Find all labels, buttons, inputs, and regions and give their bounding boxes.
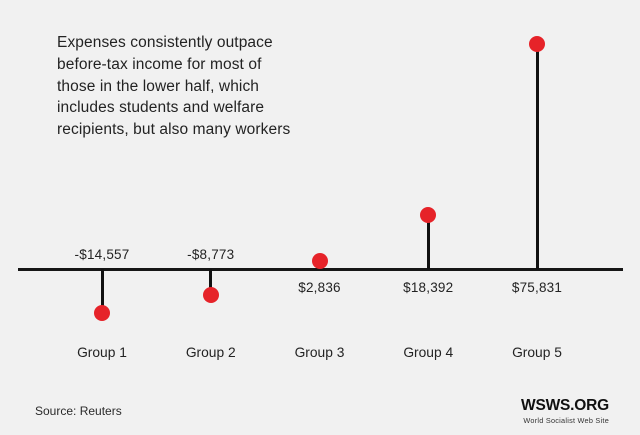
value-label: $2,836 <box>298 280 341 295</box>
stem-line <box>535 44 539 270</box>
stem-line <box>426 214 430 270</box>
value-label: $75,831 <box>511 280 563 295</box>
value-label: -$8,773 <box>187 247 235 262</box>
category-label: Group 5 <box>512 345 562 360</box>
logo-title: WSWS.ORG <box>521 397 609 414</box>
category-label: Group 4 <box>403 345 454 360</box>
category-label: Group 3 <box>294 345 345 360</box>
data-point-dot <box>420 206 437 223</box>
data-point-dot <box>94 304 110 321</box>
category-label: Group 2 <box>185 345 236 360</box>
chart-headline: Expenses consistently outpace before-tax… <box>57 34 291 139</box>
category-label: Group 1 <box>77 345 127 360</box>
data-point-dot <box>311 252 328 269</box>
stem-line <box>100 269 104 313</box>
data-point-dot <box>202 287 219 304</box>
data-point-dot <box>529 36 545 52</box>
wsws-logo: WSWS.ORG World Socialist Web Site <box>521 397 609 425</box>
stem-line <box>209 269 213 296</box>
value-label: -$14,557 <box>74 247 130 262</box>
logo-subtitle: World Socialist Web Site <box>523 416 609 425</box>
zero-axis-line <box>18 268 623 271</box>
value-label: $18,392 <box>403 280 454 295</box>
source-note: Source: Reuters <box>35 404 122 418</box>
